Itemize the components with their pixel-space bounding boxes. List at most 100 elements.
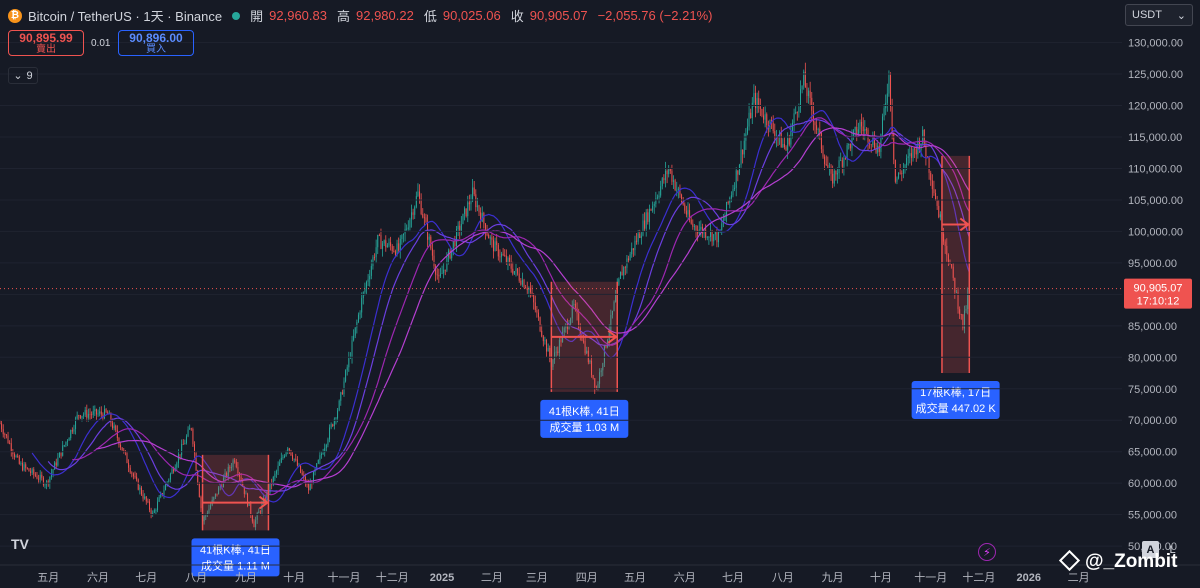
y-tick-label: 95,000.00 [1128,258,1177,270]
candle-body [44,484,46,486]
candle-body [557,351,559,353]
candle-body [150,509,152,515]
open-label: 開 [250,9,264,24]
candle [129,464,131,474]
candle [378,233,380,237]
candle [836,167,838,184]
candle-body [76,415,78,419]
candle [623,266,625,280]
range-label-bars: 17根K棒, 17日 [920,385,991,399]
candle [475,189,477,212]
candle-body [107,412,109,414]
candle [194,441,196,459]
candle [901,170,903,182]
candle-body [341,392,343,395]
candle [128,459,130,473]
candle [123,448,125,454]
candle-body [682,202,684,205]
candle [55,458,57,470]
candle-body [914,148,916,150]
candle-body [123,450,125,452]
candle-body [967,294,969,310]
candle [673,175,675,190]
candle [365,280,367,296]
tradingview-logo[interactable]: TV [11,536,29,552]
candle-body [414,206,416,215]
candle [443,262,445,279]
symbol-title[interactable]: Bitcoin / TetherUS · 1天 · Binance [28,9,223,24]
sell-button[interactable]: 90,895.99 賣出 [8,30,84,56]
range-label-volume: 成交量 447.02 K [916,401,997,415]
candle-body [652,205,654,211]
candle-body [859,121,861,130]
candle-body [439,273,441,277]
candle-body [134,476,136,478]
candle-body [611,310,613,315]
candle-body [534,302,536,311]
candle [155,508,157,515]
candle-body [555,351,557,353]
candle [380,228,382,250]
candle [341,389,343,395]
candle-body [668,168,670,175]
candle-body [693,226,695,227]
candle [737,170,739,182]
candle-body [951,264,953,267]
buy-button[interactable]: 90,896.00 買入 [118,30,194,56]
candle-body [277,465,279,472]
candle [139,484,141,495]
currency-select[interactable]: USDT ⌄ [1125,4,1193,26]
candle [185,434,187,445]
candle [951,263,953,269]
candle [883,104,885,121]
candle-body [783,143,785,148]
candle [666,169,668,184]
candle [804,62,806,88]
lightning-icon[interactable]: ⚡ [978,543,996,561]
candle-body [896,178,898,182]
candle-body [595,387,597,389]
x-tick-label: 十一月 [914,570,947,584]
candle-body [30,471,32,473]
x-tick-label: 八月 [772,572,794,584]
candle [936,195,938,210]
candle-body [92,411,94,415]
candle-body [396,243,398,256]
candle-body [825,164,827,166]
indicators-toggle[interactable]: ⌄ 9 [8,67,38,84]
candle-body [788,138,790,145]
auto-scale-button[interactable]: A [1142,541,1159,558]
candle [626,254,628,274]
candle [269,482,271,494]
candle [245,490,247,495]
candle [68,437,70,441]
candle-body [83,414,85,416]
candle [5,434,7,439]
log-scale-button[interactable]: L [1169,543,1176,556]
candle [189,424,191,430]
candle-body [671,170,673,182]
candle [17,453,19,458]
candle-body [364,288,366,293]
candle-body [148,501,150,510]
candle [271,478,273,490]
candle-body [224,472,226,479]
candle-body [99,411,101,414]
candle-body [411,212,413,220]
candle [557,346,559,356]
candle [91,411,93,419]
candle-body [787,138,789,151]
candle-body [663,178,665,181]
candle [23,461,25,472]
candle-body [531,292,533,295]
candle-body [218,487,220,495]
candle [933,180,935,196]
candle-body [949,262,951,265]
candle [36,472,38,480]
candle-body [554,352,556,360]
candles-layer [0,62,970,531]
x-tick-label: 十月 [283,570,305,584]
candle [800,80,802,113]
candle [566,318,568,335]
